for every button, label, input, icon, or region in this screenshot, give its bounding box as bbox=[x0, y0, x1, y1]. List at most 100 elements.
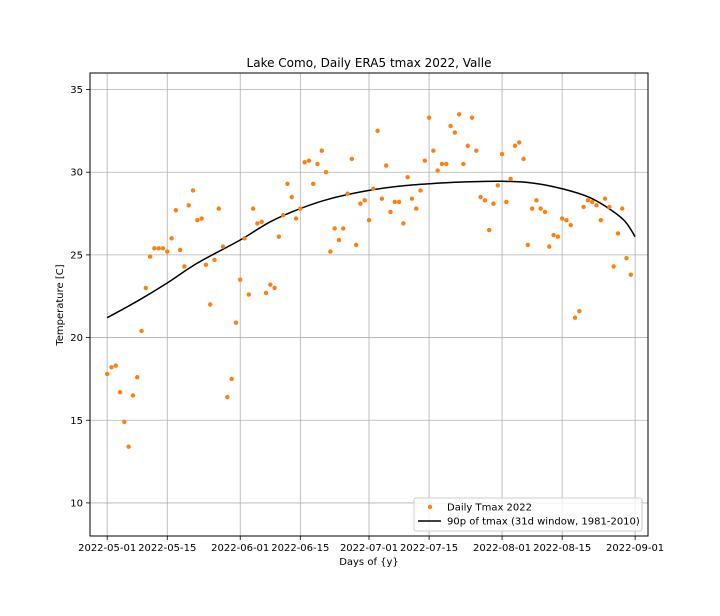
daily-tmax-point bbox=[611, 264, 616, 269]
daily-tmax-point bbox=[366, 217, 372, 223]
daily-tmax-point bbox=[177, 247, 183, 253]
daily-tmax-point bbox=[285, 181, 290, 186]
daily-tmax-point bbox=[414, 206, 419, 211]
daily-tmax-point bbox=[156, 246, 161, 251]
daily-tmax-point bbox=[315, 161, 320, 167]
y-tick-label: 30 bbox=[70, 168, 83, 179]
daily-tmax-point bbox=[495, 183, 500, 188]
daily-tmax-point bbox=[474, 148, 479, 153]
daily-tmax-point bbox=[182, 264, 187, 269]
y-axis-label: Temperature [C] bbox=[55, 264, 66, 346]
daily-tmax-point bbox=[628, 272, 634, 277]
daily-tmax-point bbox=[190, 188, 196, 193]
legend-marker-daily-tmax bbox=[427, 504, 433, 510]
x-tick-label: 2022-07-01 bbox=[340, 543, 398, 554]
daily-tmax-point bbox=[431, 148, 436, 153]
daily-tmax-point bbox=[203, 262, 209, 268]
daily-tmax-point bbox=[465, 143, 470, 148]
daily-tmax-point bbox=[199, 216, 204, 221]
daily-tmax-point bbox=[336, 237, 342, 243]
daily-tmax-point bbox=[392, 199, 397, 205]
plot-frame bbox=[89, 72, 649, 537]
daily-tmax-point bbox=[409, 196, 415, 201]
daily-tmax-point bbox=[585, 198, 591, 203]
daily-tmax-point bbox=[581, 204, 586, 210]
daily-tmax-point bbox=[358, 201, 363, 206]
daily-tmax-point bbox=[461, 161, 466, 167]
daily-tmax-point bbox=[529, 206, 535, 211]
daily-tmax-point bbox=[482, 198, 488, 203]
daily-tmax-point bbox=[504, 199, 509, 205]
daily-tmax-point bbox=[135, 375, 140, 380]
daily-tmax-point bbox=[353, 242, 359, 248]
daily-tmax-point bbox=[620, 206, 625, 211]
daily-tmax-point bbox=[534, 198, 539, 203]
daily-tmax-point bbox=[491, 201, 496, 206]
daily-tmax-point bbox=[598, 217, 603, 223]
daily-tmax-point bbox=[238, 277, 243, 282]
x-tick-label: 2022-08-01 bbox=[473, 543, 531, 554]
daily-tmax-point bbox=[594, 203, 599, 208]
daily-tmax-point bbox=[542, 209, 548, 215]
daily-tmax-point bbox=[538, 206, 543, 211]
daily-tmax-point bbox=[577, 308, 582, 314]
daily-tmax-point bbox=[165, 249, 170, 254]
x-tick-label: 2022-07-15 bbox=[400, 543, 458, 554]
daily-tmax-point bbox=[186, 203, 191, 208]
daily-tmax-point bbox=[547, 244, 552, 249]
y-tick-label: 35 bbox=[70, 85, 83, 96]
daily-tmax-point bbox=[293, 216, 299, 221]
daily-tmax-point bbox=[323, 170, 329, 175]
daily-tmax-point bbox=[388, 209, 393, 215]
daily-tmax-point bbox=[345, 191, 350, 196]
y-tick-label: 25 bbox=[70, 250, 83, 261]
daily-tmax-point bbox=[572, 315, 578, 320]
x-tick-label: 2022-09-01 bbox=[606, 543, 664, 554]
daily-tmax-point bbox=[499, 151, 505, 157]
daily-tmax-point bbox=[328, 249, 333, 254]
daily-tmax-point bbox=[564, 217, 569, 223]
daily-tmax-point bbox=[332, 226, 337, 231]
series-layer bbox=[104, 112, 636, 449]
daily-tmax-point bbox=[371, 186, 376, 191]
daily-tmax-point bbox=[130, 393, 136, 398]
daily-tmax-point bbox=[568, 222, 573, 228]
daily-tmax-point bbox=[607, 204, 612, 210]
daily-tmax-point bbox=[126, 444, 131, 449]
daily-tmax-point bbox=[602, 196, 608, 201]
daily-tmax-point bbox=[615, 231, 621, 236]
x-tick-label: 2022-08-15 bbox=[533, 543, 591, 554]
x-tick-label: 2022-05-01 bbox=[78, 543, 136, 554]
legend-box bbox=[413, 497, 643, 532]
daily-tmax-point bbox=[405, 174, 410, 180]
daily-tmax-point bbox=[298, 206, 303, 211]
y-tick-label: 10 bbox=[70, 498, 83, 509]
daily-tmax-point bbox=[113, 363, 118, 368]
daily-tmax-point bbox=[233, 320, 239, 325]
daily-tmax-point bbox=[401, 221, 406, 226]
chart-title: Lake Como, Daily ERA5 tmax 2022, Valle bbox=[247, 56, 492, 70]
daily-tmax-point bbox=[212, 257, 217, 263]
daily-tmax-point bbox=[229, 376, 234, 382]
legend: Daily Tmax 2022 90p of tmax (31d window,… bbox=[413, 497, 643, 532]
daily-tmax-point bbox=[439, 161, 445, 167]
y-tick-label: 15 bbox=[70, 416, 83, 427]
daily-tmax-point bbox=[383, 163, 389, 168]
x-axis-label: Days of {y} bbox=[339, 557, 399, 568]
percentile-line bbox=[106, 180, 636, 319]
daily-tmax-point bbox=[268, 282, 273, 287]
daily-tmax-point bbox=[555, 234, 561, 239]
daily-tmax-point bbox=[396, 199, 402, 205]
y-tick-label: 20 bbox=[70, 333, 83, 344]
daily-tmax-point bbox=[139, 328, 144, 334]
daily-tmax-point bbox=[173, 208, 179, 213]
daily-tmax-point bbox=[319, 148, 324, 153]
daily-tmax-point bbox=[246, 292, 252, 297]
daily-tmax-point bbox=[559, 216, 565, 221]
daily-tmax-point bbox=[104, 371, 110, 377]
daily-tmax-point bbox=[456, 112, 462, 117]
daily-tmax-point bbox=[379, 196, 385, 201]
daily-tmax-point bbox=[117, 389, 123, 395]
